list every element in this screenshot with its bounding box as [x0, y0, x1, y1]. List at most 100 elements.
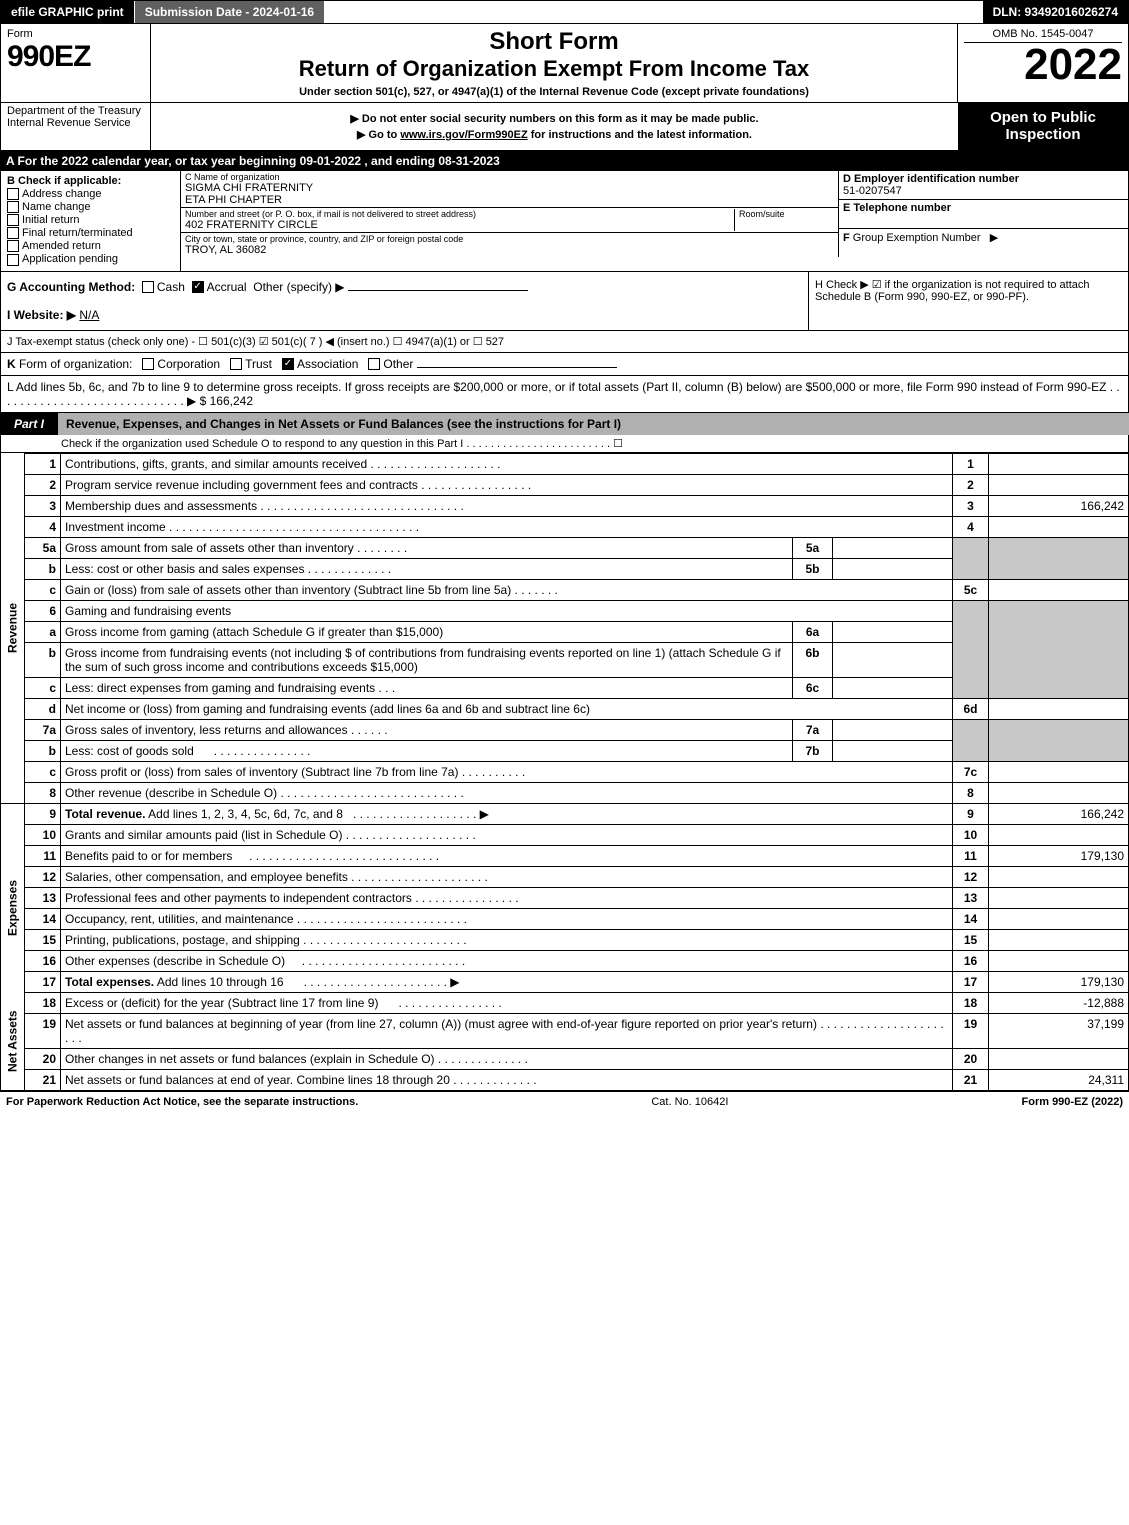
col-b-checkboxes: B Check if applicable: Address change Na…	[1, 171, 181, 271]
website-value: N/A	[79, 308, 99, 322]
department-cell: Department of the Treasury Internal Reve…	[1, 103, 151, 150]
section-bcdef: B Check if applicable: Address change Na…	[0, 171, 1129, 272]
line-3: 3 Membership dues and assessments . . . …	[1, 495, 1129, 516]
line-5a: 5a Gross amount from sale of assets othe…	[1, 537, 1129, 558]
line-1: Revenue 1 Contributions, gifts, grants, …	[1, 453, 1129, 474]
org-name-label: C Name of organization	[185, 172, 834, 182]
ein-label: D Employer identification number	[843, 173, 1124, 185]
line-5c: c Gain or (loss) from sale of assets oth…	[1, 579, 1129, 600]
ssn-notice: ▶ Do not enter social security numbers o…	[157, 112, 952, 125]
row-l-amount: 166,242	[210, 394, 253, 408]
line-13: 13 Professional fees and other payments …	[1, 887, 1129, 908]
chk-trust[interactable]	[230, 358, 242, 370]
under-section: Under section 501(c), 527, or 4947(a)(1)…	[159, 86, 949, 98]
row-g-accounting: G Accounting Method: Cash ✓Accrual Other…	[1, 272, 808, 330]
city-value: TROY, AL 36082	[185, 244, 834, 256]
chk-cash[interactable]	[142, 281, 154, 293]
dept-irs: Internal Revenue Service	[7, 117, 144, 129]
col-def: D Employer identification number 51-0207…	[838, 171, 1128, 257]
row-k-form-org: K Form of organization: Corporation Trus…	[0, 353, 1129, 376]
irs-link[interactable]: www.irs.gov/Form990EZ	[400, 129, 527, 141]
phone-value	[843, 214, 1124, 226]
row-g-h: G Accounting Method: Cash ✓Accrual Other…	[0, 272, 1129, 331]
title-cell: Short Form Return of Organization Exempt…	[151, 24, 958, 102]
line-15: 15 Printing, publications, postage, and …	[1, 929, 1129, 950]
part-1-header: Part I Revenue, Expenses, and Changes in…	[0, 413, 1129, 435]
form-word: Form	[7, 28, 144, 40]
line-16: 16 Other expenses (describe in Schedule …	[1, 950, 1129, 971]
header-block: Form 990EZ Short Form Return of Organiza…	[0, 24, 1129, 103]
chk-application-pending[interactable]: Application pending	[7, 253, 174, 265]
row-j-tax-exempt: J Tax-exempt status (check only one) - ☐…	[0, 331, 1129, 353]
col-c-org-info: C Name of organization SIGMA CHI FRATERN…	[181, 171, 838, 257]
chk-final-return[interactable]: Final return/terminated	[7, 227, 174, 239]
line-19: 19 Net assets or fund balances at beginn…	[1, 1013, 1129, 1048]
footer-cat-no: Cat. No. 10642I	[358, 1096, 1021, 1108]
line-4: 4 Investment income . . . . . . . . . . …	[1, 516, 1129, 537]
addr-label: Number and street (or P. O. box, if mail…	[185, 209, 734, 219]
line-12: 12 Salaries, other compensation, and emp…	[1, 866, 1129, 887]
header-block-2: Department of the Treasury Internal Reve…	[0, 103, 1129, 151]
line-21: 21 Net assets or fund balances at end of…	[1, 1069, 1129, 1090]
line-7a: 7a Gross sales of inventory, less return…	[1, 719, 1129, 740]
box-b-title: B Check if applicable:	[7, 175, 174, 187]
chk-accrual[interactable]: ✓	[192, 281, 204, 293]
ein-value: 51-0207547	[843, 185, 1124, 197]
part-1-sub: Check if the organization used Schedule …	[0, 435, 1129, 453]
city-label: City or town, state or province, country…	[185, 234, 834, 244]
dept-treasury: Department of the Treasury	[7, 105, 144, 117]
line-6: 6 Gaming and fundraising events	[1, 600, 1129, 621]
part-1-label: Part I	[0, 413, 58, 435]
part-1-table: Revenue 1 Contributions, gifts, grants, …	[0, 453, 1129, 1091]
chk-name-change[interactable]: Name change	[7, 201, 174, 213]
inspection-box: Open to Public Inspection	[958, 103, 1128, 150]
line-18: Net Assets 18 Excess or (deficit) for th…	[1, 992, 1129, 1013]
other-org-input[interactable]	[417, 367, 617, 368]
phone-label: E Telephone number	[843, 202, 1124, 214]
addr-value: 402 FRATERNITY CIRCLE	[185, 219, 734, 231]
other-specify-input[interactable]	[348, 290, 528, 291]
g-label: G Accounting Method:	[7, 280, 135, 294]
revenue-label: Revenue	[1, 453, 25, 803]
line-11: 11 Benefits paid to or for members . . .…	[1, 845, 1129, 866]
efile-print-button[interactable]: efile GRAPHIC print	[1, 1, 135, 23]
line-6d: d Net income or (loss) from gaming and f…	[1, 698, 1129, 719]
form-number-cell: Form 990EZ	[1, 24, 151, 102]
chk-other-org[interactable]	[368, 358, 380, 370]
form-number: 990EZ	[7, 40, 144, 74]
footer-right: Form 990-EZ (2022)	[1022, 1096, 1124, 1108]
top-bar: efile GRAPHIC print Submission Date - 20…	[0, 0, 1129, 24]
line-2: 2 Program service revenue including gove…	[1, 474, 1129, 495]
line-8: 8 Other revenue (describe in Schedule O)…	[1, 782, 1129, 803]
expenses-label: Expenses	[1, 824, 25, 992]
row-h-schedule-b: H Check ▶ ☑ if the organization is not r…	[808, 272, 1128, 330]
row-l-text: L Add lines 5b, 6c, and 7b to line 9 to …	[7, 380, 1120, 408]
row-a-tax-year: A For the 2022 calendar year, or tax yea…	[0, 151, 1129, 171]
chk-corporation[interactable]	[142, 358, 154, 370]
irs-link-notice: ▶ Go to www.irs.gov/Form990EZ for instru…	[157, 128, 952, 141]
org-name-2: ETA PHI CHAPTER	[185, 194, 834, 206]
chk-initial-return[interactable]: Initial return	[7, 214, 174, 226]
submission-date: Submission Date - 2024-01-16	[135, 1, 324, 23]
i-label: I Website: ▶	[7, 308, 76, 322]
room-label: Room/suite	[739, 209, 834, 219]
line-10: Expenses 10 Grants and similar amounts p…	[1, 824, 1129, 845]
chk-amended-return[interactable]: Amended return	[7, 240, 174, 252]
return-title: Return of Organization Exempt From Incom…	[159, 56, 949, 82]
line-7c: c Gross profit or (loss) from sales of i…	[1, 761, 1129, 782]
notice-cell: ▶ Do not enter social security numbers o…	[151, 103, 958, 150]
tax-year: 2022	[964, 43, 1122, 87]
org-name-1: SIGMA CHI FRATERNITY	[185, 182, 834, 194]
line-20: 20 Other changes in net assets or fund b…	[1, 1048, 1129, 1069]
netassets-label: Net Assets	[1, 992, 25, 1090]
part-1-title: Revenue, Expenses, and Changes in Net As…	[58, 413, 1129, 435]
line-9: 9 Total revenue. Add lines 1, 2, 3, 4, 5…	[1, 803, 1129, 824]
col-c-and-de: C Name of organization SIGMA CHI FRATERN…	[181, 171, 1128, 271]
group-exempt-label: F Group Exemption Number ▶	[843, 231, 1124, 244]
row-l-gross-receipts: L Add lines 5b, 6c, and 7b to line 9 to …	[0, 376, 1129, 413]
chk-association[interactable]: ✓	[282, 358, 294, 370]
part-1-sub-text: Check if the organization used Schedule …	[61, 437, 1122, 450]
line-14: 14 Occupancy, rent, utilities, and maint…	[1, 908, 1129, 929]
chk-address-change[interactable]: Address change	[7, 188, 174, 200]
line-17: 17 Total expenses. Add lines 10 through …	[1, 971, 1129, 992]
